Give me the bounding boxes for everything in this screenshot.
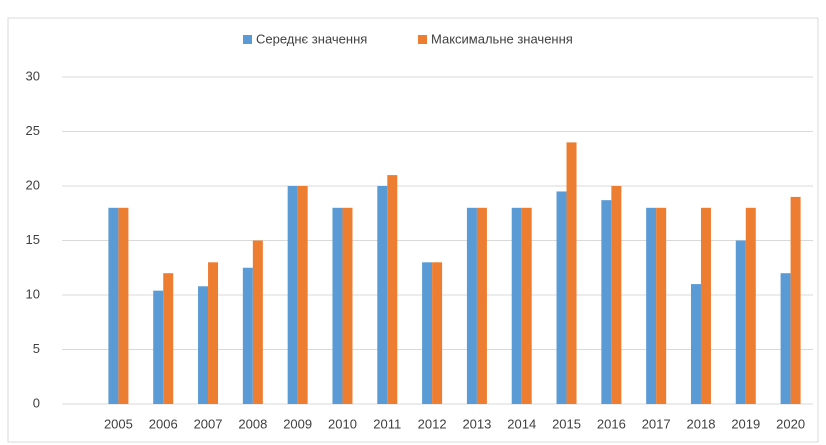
bar	[297, 186, 308, 404]
y-tick-label: 10	[26, 286, 40, 301]
bar	[601, 200, 612, 404]
bar	[611, 186, 622, 404]
x-tick-label: 2013	[462, 416, 491, 431]
x-tick-label: 2015	[552, 416, 581, 431]
bar	[556, 191, 567, 404]
x-tick-label: 2006	[149, 416, 178, 431]
bar	[332, 207, 343, 404]
x-tick-label: 2016	[597, 416, 626, 431]
bar	[745, 207, 756, 404]
bar	[153, 290, 164, 404]
x-tick-label: 2007	[194, 416, 223, 431]
bar	[387, 175, 398, 404]
bar	[118, 207, 129, 404]
x-tick-label: 2012	[418, 416, 447, 431]
y-tick-label: 20	[26, 177, 40, 192]
bar	[287, 186, 298, 404]
x-tick-label: 2008	[238, 416, 267, 431]
bar	[342, 207, 353, 404]
x-tick-label: 2014	[507, 416, 536, 431]
y-tick-label: 15	[26, 232, 40, 247]
x-tick-label: 2009	[283, 416, 312, 431]
bar	[163, 273, 174, 404]
bar	[790, 196, 801, 404]
bar	[466, 207, 477, 404]
y-tick-label: 0	[33, 395, 40, 410]
legend-label: Максимальне значення	[431, 31, 573, 46]
x-tick-label: 2018	[687, 416, 716, 431]
bar	[780, 273, 791, 404]
x-tick-label: 2017	[642, 416, 671, 431]
bar	[476, 207, 487, 404]
bar	[432, 262, 443, 404]
bar	[198, 286, 209, 404]
bar	[700, 207, 711, 404]
bar	[208, 262, 219, 404]
bar	[242, 267, 253, 404]
bar	[511, 207, 522, 404]
bar	[252, 240, 263, 404]
x-tick-label: 2019	[731, 416, 760, 431]
bar	[735, 240, 746, 404]
bar	[377, 186, 388, 404]
y-tick-label: 25	[26, 123, 40, 138]
bar	[566, 142, 577, 404]
bar	[646, 207, 657, 404]
bar	[108, 207, 119, 404]
x-tick-label: 2020	[776, 416, 805, 431]
y-tick-label: 5	[33, 341, 40, 356]
legend-label: Середнє значення	[256, 31, 367, 46]
bar	[521, 207, 532, 404]
chart-frame	[7, 17, 819, 443]
legend-swatch	[418, 35, 427, 44]
bar	[656, 207, 667, 404]
x-tick-label: 2005	[104, 416, 133, 431]
bar	[422, 262, 433, 404]
bar	[690, 284, 701, 404]
legend-swatch	[243, 35, 252, 44]
x-tick-label: 2010	[328, 416, 357, 431]
x-tick-label: 2011	[373, 416, 401, 431]
y-tick-label: 30	[26, 68, 40, 83]
